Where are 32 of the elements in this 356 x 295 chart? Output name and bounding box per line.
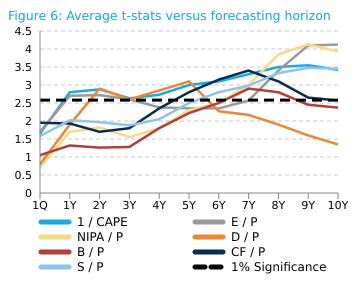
x-tick-label: 7Y bbox=[242, 198, 256, 212]
y-tick-label: 0.5 bbox=[14, 168, 32, 182]
legend-label: D / P bbox=[231, 230, 260, 244]
legend-label: 1 / CAPE bbox=[77, 215, 128, 229]
x-tick-label: 1Q bbox=[32, 198, 48, 212]
x-tick-label: 1Y bbox=[62, 198, 77, 212]
y-tick-label: 1.5 bbox=[14, 132, 32, 146]
y-tick-label: 2.5 bbox=[14, 96, 32, 110]
chart-title: Figure 6: Average t-stats versus forecasting horizon bbox=[8, 8, 332, 23]
legend-label: NIPA / P bbox=[77, 230, 124, 244]
y-tick-label: 3 bbox=[25, 78, 32, 92]
y-tick-label: 4.5 bbox=[14, 24, 32, 38]
line-series bbox=[38, 87, 340, 156]
y-tick-label: 1 bbox=[25, 150, 32, 164]
x-tick-label: 8Y bbox=[272, 198, 286, 212]
legend-label: S / P bbox=[77, 260, 104, 274]
x-tick-label: 5Y bbox=[182, 198, 196, 212]
x-tick-label: 6Y bbox=[212, 198, 226, 212]
y-tick-label: 2 bbox=[25, 114, 32, 128]
line-series bbox=[38, 80, 340, 166]
x-tick-label: 9Y bbox=[301, 198, 316, 212]
y-tick-label: 0 bbox=[25, 186, 32, 200]
x-tick-label: 3Y bbox=[122, 198, 137, 212]
legend-label: E / P bbox=[231, 215, 258, 229]
legend-label: B / P bbox=[77, 245, 104, 259]
x-tick-label: 2Y bbox=[92, 198, 107, 212]
legend-label: 1% Significance bbox=[231, 260, 326, 274]
y-tick-label: 3.5 bbox=[14, 60, 32, 74]
legend-label: CF / P bbox=[231, 245, 266, 259]
x-tick-label: 10Y bbox=[328, 198, 349, 212]
y-tick-label: 4 bbox=[25, 42, 32, 56]
x-tick-label: 4Y bbox=[152, 198, 166, 212]
